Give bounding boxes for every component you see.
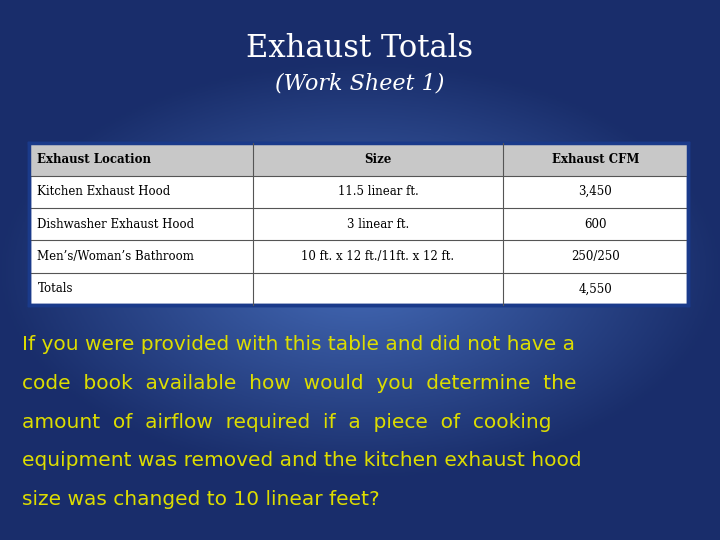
Text: Exhaust CFM: Exhaust CFM	[552, 153, 639, 166]
Text: (Work Sheet 1): (Work Sheet 1)	[275, 73, 445, 94]
Text: 3,450: 3,450	[578, 185, 612, 198]
Text: Totals: Totals	[37, 282, 73, 295]
Text: Men’s/Woman’s Bathroom: Men’s/Woman’s Bathroom	[37, 250, 194, 263]
Text: 3 linear ft.: 3 linear ft.	[347, 218, 409, 231]
Text: 250/250: 250/250	[571, 250, 620, 263]
Text: Kitchen Exhaust Hood: Kitchen Exhaust Hood	[37, 185, 171, 198]
Text: Exhaust Location: Exhaust Location	[37, 153, 151, 166]
Text: Dishwasher Exhaust Hood: Dishwasher Exhaust Hood	[37, 218, 194, 231]
Text: Size: Size	[364, 153, 392, 166]
Text: Exhaust Totals: Exhaust Totals	[246, 33, 474, 64]
Text: 600: 600	[584, 218, 607, 231]
Text: If you were provided with this table and did not have a: If you were provided with this table and…	[22, 335, 575, 354]
Text: 10 ft. x 12 ft./11ft. x 12 ft.: 10 ft. x 12 ft./11ft. x 12 ft.	[302, 250, 454, 263]
Text: equipment was removed and the kitchen exhaust hood: equipment was removed and the kitchen ex…	[22, 451, 581, 470]
Text: amount  of  airflow  required  if  a  piece  of  cooking: amount of airflow required if a piece of…	[22, 413, 551, 431]
Bar	[29, 143, 688, 305]
Text: 4,550: 4,550	[578, 282, 612, 295]
Bar	[29, 143, 688, 176]
Text: size was changed to 10 linear feet?: size was changed to 10 linear feet?	[22, 490, 379, 509]
Text: code  book  available  how  would  you  determine  the: code book available how would you determ…	[22, 374, 576, 393]
Text: 11.5 linear ft.: 11.5 linear ft.	[338, 185, 418, 198]
